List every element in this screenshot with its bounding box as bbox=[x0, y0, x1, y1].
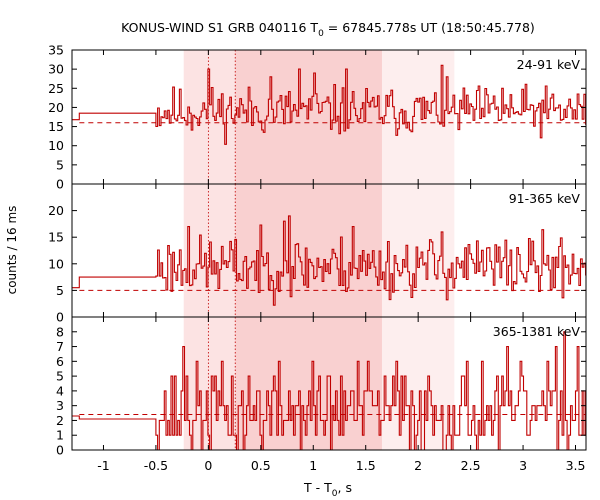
shaded-region-3 bbox=[381, 50, 455, 184]
chart-title-rest: = 67845.778s UT (18:50:45.778) bbox=[324, 20, 535, 35]
light-curve-series bbox=[72, 215, 587, 306]
y-tick-label: 0 bbox=[56, 443, 64, 458]
y-tick-label: 35 bbox=[48, 43, 64, 58]
x-tick-label: -1 bbox=[97, 458, 109, 473]
y-tick-label: 7 bbox=[56, 339, 64, 354]
y-tick-label: 1 bbox=[56, 428, 64, 443]
x-tick-label: 2.5 bbox=[461, 458, 481, 473]
chart-title-subscript: 0 bbox=[318, 29, 324, 39]
y-tick-label: 3 bbox=[56, 398, 64, 413]
light-curve-series bbox=[72, 64, 587, 145]
x-tick-label: 1.5 bbox=[356, 458, 376, 473]
x-tick-label: 2 bbox=[414, 458, 422, 473]
y-tick-label: 5 bbox=[56, 157, 64, 172]
panel-2: 0 5 10 15 20 91-365 keV bbox=[48, 183, 587, 325]
x-tick-label: 3 bbox=[519, 458, 527, 473]
y-tick-label: 10 bbox=[48, 138, 64, 153]
y-tick-label: 0 bbox=[56, 310, 64, 325]
y-tick-label: 5 bbox=[56, 369, 64, 384]
y-tick-label: 0 bbox=[56, 177, 64, 192]
panel-1: 0 5 10 15 20 25 30 35 24-91 keV bbox=[48, 43, 587, 192]
y-tick-label: 15 bbox=[48, 119, 64, 134]
y-tick-label: 5 bbox=[56, 283, 64, 298]
chart-title-main: KONUS-WIND S1 GRB 040116 T bbox=[121, 20, 318, 35]
panel-energy-label: 24-91 keV bbox=[517, 57, 581, 72]
y-axis-label: counts / 16 ms bbox=[5, 206, 19, 295]
y-tick-label: 20 bbox=[48, 100, 64, 115]
x-tick-label: 1 bbox=[309, 458, 317, 473]
y-tick-label: 20 bbox=[48, 203, 64, 218]
panel-energy-label: 365-1381 keV bbox=[493, 324, 581, 339]
chart-title: KONUS-WIND S1 GRB 040116 T0 = 67845.778s… bbox=[121, 20, 535, 39]
x-tick-label: 0.5 bbox=[251, 458, 271, 473]
x-tick-label: 3.5 bbox=[566, 458, 586, 473]
panel-frame bbox=[71, 316, 587, 451]
x-tick-label: -0.5 bbox=[144, 458, 168, 473]
x-axis-label-rest: , s bbox=[338, 480, 352, 495]
light-curve-series bbox=[72, 331, 587, 451]
y-tick-label: 4 bbox=[56, 383, 64, 398]
shaded-region-2 bbox=[235, 317, 382, 450]
panel-energy-label: 91-365 keV bbox=[509, 191, 581, 206]
y-tick-label: 2 bbox=[56, 413, 64, 428]
x-tick-label: 0 bbox=[204, 458, 212, 473]
x-axis-label-main: T - T bbox=[303, 480, 332, 495]
y-tick-label: 10 bbox=[48, 256, 64, 271]
y-tick-label: 6 bbox=[56, 354, 64, 369]
y-tick-label: 25 bbox=[48, 81, 64, 96]
y-tick-label: 8 bbox=[56, 324, 64, 339]
y-tick-label: 30 bbox=[48, 62, 64, 77]
y-tick-label: 15 bbox=[48, 230, 64, 245]
x-axis-label-subscript: 0 bbox=[332, 489, 338, 499]
x-axis-label: T - T0, s bbox=[303, 480, 352, 499]
